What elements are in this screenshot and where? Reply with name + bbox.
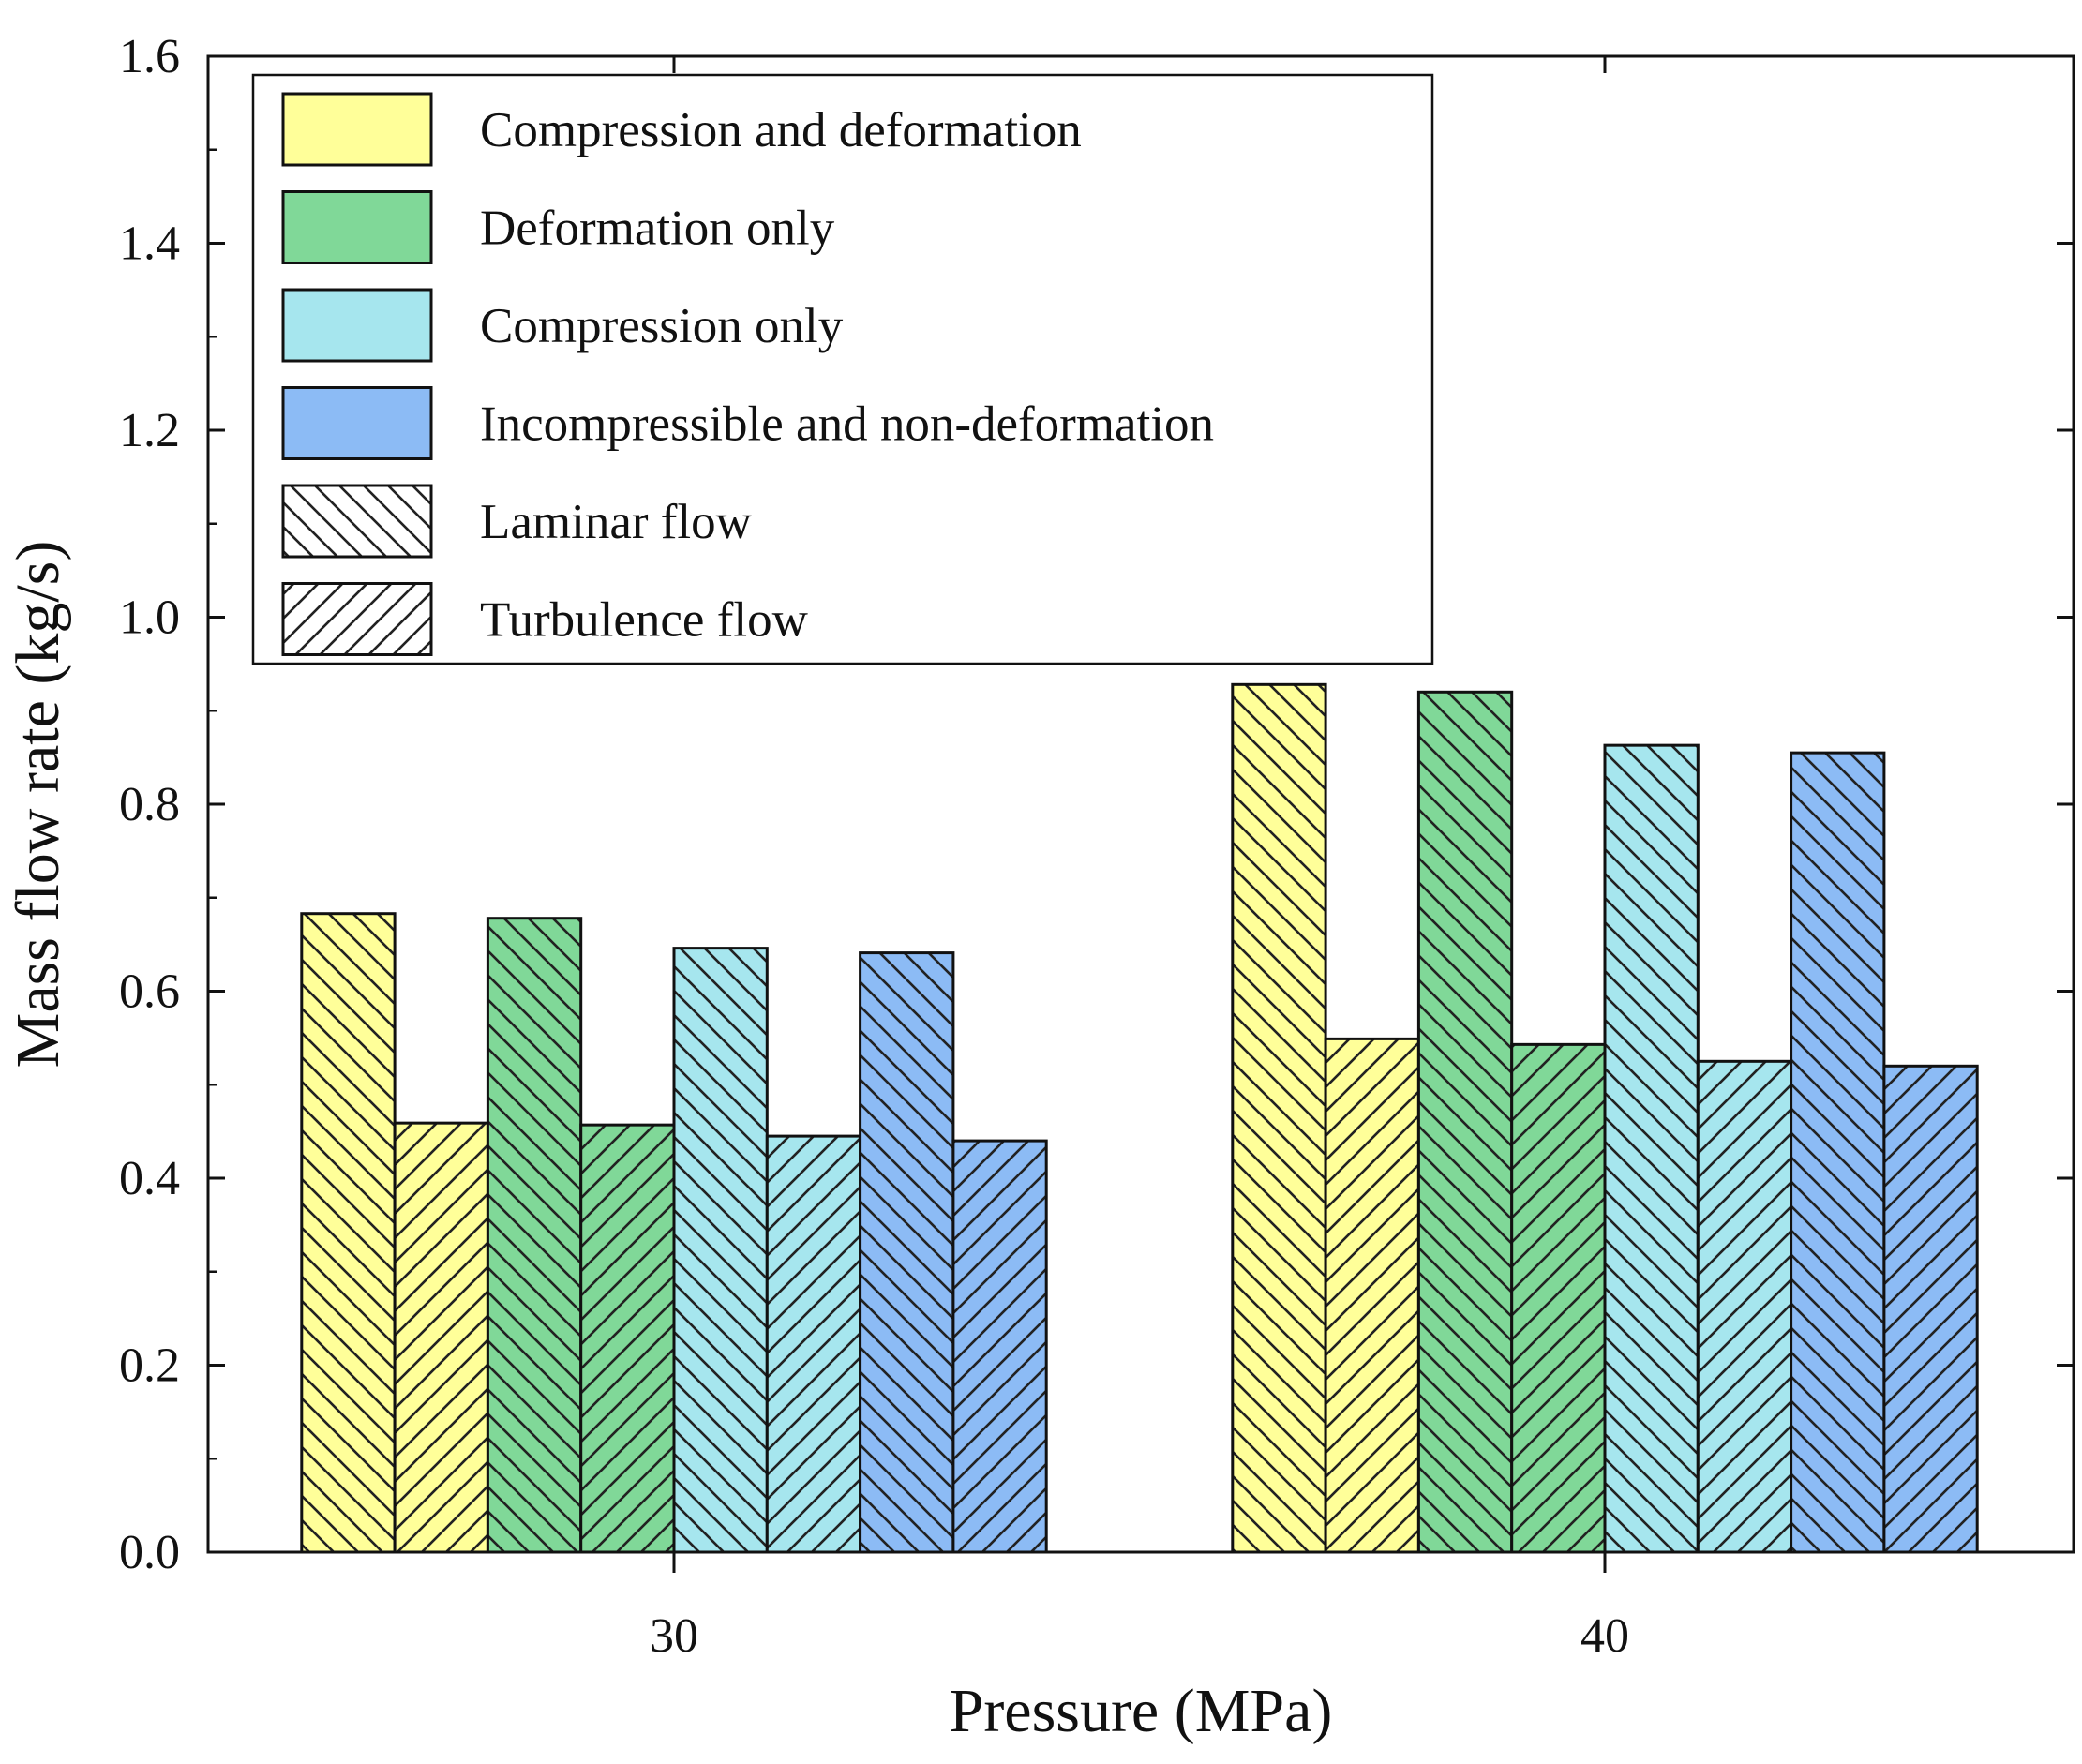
x-axis: 30 40 bbox=[650, 56, 1629, 1663]
y-tick-label: 0.8 bbox=[119, 778, 180, 831]
bar-hatch bbox=[393, 1121, 489, 1554]
bar-compression-onlylaminar-40 bbox=[1603, 743, 1700, 1554]
y-axis-title: Mass flow rate (kg/s) bbox=[4, 541, 72, 1069]
x-axis-title: Pressure (MPa) bbox=[950, 1677, 1333, 1745]
bar-hatch bbox=[579, 1123, 676, 1554]
y-tick-label: 0.0 bbox=[119, 1526, 180, 1579]
bar-compression-and-deformationlaminar-40 bbox=[1231, 682, 1327, 1554]
legend-label: Turbulence flow bbox=[480, 593, 809, 648]
y-tick-label: 0.6 bbox=[119, 965, 180, 1019]
legend-label: Compression only bbox=[480, 299, 844, 353]
bar-compression-and-deformationlaminar-30 bbox=[300, 912, 397, 1554]
bar-incompressible-and-non-deformationlaminar-30 bbox=[859, 951, 955, 1554]
bar-hatch bbox=[1603, 743, 1700, 1554]
legend-swatch bbox=[281, 288, 433, 363]
bar-hatch bbox=[1510, 1042, 1607, 1554]
legend-swatch-hatch bbox=[281, 582, 433, 656]
bar-deformation-onlyturbulence-40 bbox=[1510, 1042, 1607, 1554]
bar-hatch bbox=[486, 917, 583, 1554]
bar-compression-onlylaminar-30 bbox=[672, 947, 769, 1554]
bar-hatch bbox=[1696, 1059, 1793, 1554]
legend-item: Laminar flow bbox=[281, 484, 753, 559]
legend-item: Compression only bbox=[281, 288, 844, 363]
x-tick-label: 30 bbox=[650, 1609, 698, 1663]
legend-box bbox=[251, 73, 1434, 665]
bar-compression-onlyturbulence-30 bbox=[765, 1134, 862, 1554]
y-tick-label: 1.6 bbox=[119, 30, 180, 83]
legend-item: Turbulence flow bbox=[281, 582, 809, 656]
bar-hatch bbox=[1882, 1064, 1979, 1554]
legend: Compression and deformation Deformation o… bbox=[251, 73, 1434, 665]
bar-compression-onlyturbulence-40 bbox=[1696, 1059, 1793, 1554]
bar-incompressible-and-non-deformationlaminar-40 bbox=[1790, 751, 1886, 1554]
legend-item: Compression and deformation bbox=[281, 92, 1082, 167]
bar-compression-and-deformationturbulence-30 bbox=[393, 1121, 489, 1554]
legend-label: Compression and deformation bbox=[480, 103, 1082, 157]
bar-hatch bbox=[1416, 690, 1514, 1554]
bar-deformation-onlylaminar-30 bbox=[486, 917, 583, 1554]
bar-hatch bbox=[765, 1134, 862, 1554]
bar-incompressible-and-non-deformationturbulence-40 bbox=[1882, 1064, 1979, 1554]
x-tick-label: 40 bbox=[1580, 1609, 1629, 1663]
legend-swatch bbox=[281, 190, 433, 264]
y-tick-label: 1.0 bbox=[119, 591, 180, 645]
bar-incompressible-and-non-deformationturbulence-30 bbox=[951, 1139, 1048, 1554]
y-axis: 0.0 0.2 0.4 0.6 0.8 1.0 1.2 1.4 1.6 bbox=[119, 30, 2074, 1579]
bar-compression-and-deformationturbulence-40 bbox=[1324, 1037, 1420, 1554]
y-tick-label: 0.2 bbox=[119, 1339, 180, 1393]
legend-item: Deformation only bbox=[281, 190, 835, 264]
bar-hatch bbox=[672, 947, 769, 1554]
legend-label: Incompressible and non-deformation bbox=[480, 397, 1214, 452]
y-tick-label: 1.2 bbox=[119, 404, 180, 457]
bar-deformation-onlyturbulence-30 bbox=[579, 1123, 676, 1554]
legend-swatch bbox=[281, 386, 433, 460]
legend-label: Laminar flow bbox=[480, 495, 753, 549]
bar-hatch bbox=[951, 1139, 1048, 1554]
bar-hatch bbox=[1324, 1037, 1420, 1554]
y-tick-label: 1.4 bbox=[119, 217, 180, 271]
bar-hatch bbox=[1790, 751, 1886, 1554]
bar-hatch bbox=[300, 912, 397, 1554]
bar-deformation-onlylaminar-40 bbox=[1416, 690, 1514, 1554]
bars-layer bbox=[300, 682, 1979, 1554]
legend-label: Deformation only bbox=[480, 202, 835, 256]
legend-item: Incompressible and non-deformation bbox=[281, 386, 1214, 460]
bar-hatch bbox=[1231, 682, 1327, 1554]
legend-swatch bbox=[281, 92, 433, 167]
bar-hatch bbox=[859, 951, 955, 1554]
y-tick-label: 0.4 bbox=[119, 1152, 180, 1205]
legend-swatch-hatch bbox=[281, 484, 433, 559]
